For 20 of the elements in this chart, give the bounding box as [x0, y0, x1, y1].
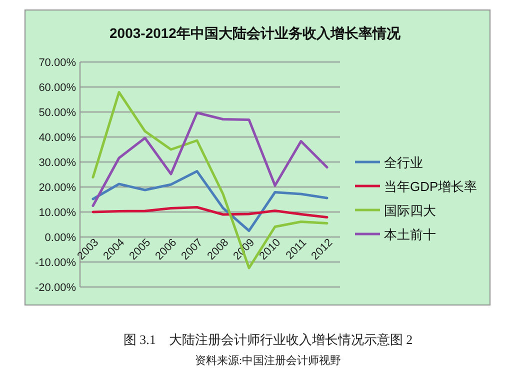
chart-title: 2003-2012年中国大陆会计业务收入增长率情况: [110, 25, 402, 41]
y-tick-label: 40.00%: [38, 132, 76, 144]
y-tick-label: 30.00%: [38, 157, 76, 169]
y-tick-label: 0.00%: [44, 232, 76, 244]
line-series: [92, 112, 328, 207]
y-tick-label: 60.00%: [38, 82, 76, 94]
legend-label: 本土前十: [384, 227, 436, 242]
y-tick-label: 20.00%: [38, 182, 76, 194]
legend-label: 全行业: [384, 155, 423, 170]
legend-label: 当年GDP增长率: [384, 179, 478, 194]
y-tick-label: -20.00%: [35, 282, 76, 294]
line-series: [92, 170, 328, 232]
y-tick-label: -10.00%: [35, 257, 76, 269]
legend-label: 国际四大: [384, 203, 436, 218]
caption: 图 3.1 大陆注册会计师行业收入增长情况示意图 2: [123, 332, 413, 347]
text: 资料来源:中国注册会计师视野: [194, 354, 342, 367]
y-tick-label: 70.00%: [38, 57, 76, 69]
y-tick-label: 50.00%: [38, 107, 76, 119]
y-tick-label: 10.00%: [38, 207, 76, 219]
line-series: [92, 206, 328, 218]
